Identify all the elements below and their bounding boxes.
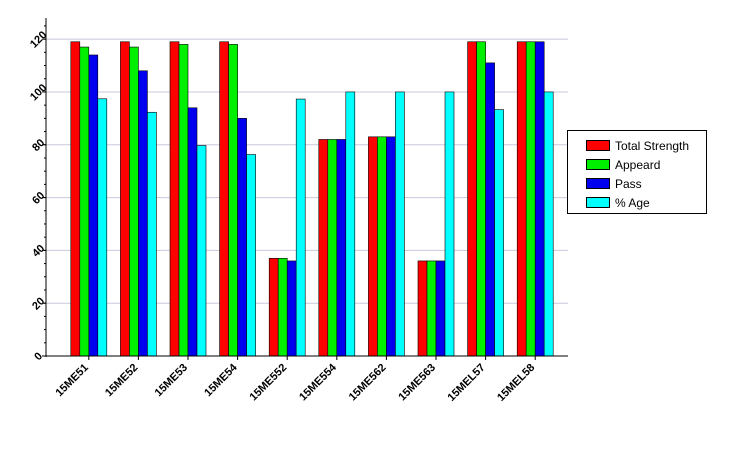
x-tick-label: 15ME563 — [396, 362, 438, 404]
x-tick-label: 15ME51 — [53, 362, 90, 399]
bar — [79, 46, 90, 357]
bar — [97, 98, 108, 357]
bar — [246, 154, 256, 357]
legend-swatch — [586, 197, 610, 208]
bar — [435, 260, 446, 357]
bar — [467, 41, 477, 357]
bar — [543, 91, 554, 357]
y-tick-label: 20 — [30, 295, 47, 312]
bar — [476, 41, 486, 357]
legend-item: Pass — [586, 174, 706, 193]
legend-item: Appeard — [586, 155, 706, 174]
bar — [120, 41, 130, 357]
legend-label: Pass — [615, 176, 642, 191]
legend-label: % Age — [615, 195, 650, 210]
bar — [295, 98, 306, 357]
bar — [138, 70, 148, 357]
x-tick-label: 15ME53 — [153, 362, 190, 399]
bar — [444, 91, 455, 357]
legend-swatch — [586, 159, 610, 170]
bar — [386, 136, 396, 357]
bar — [426, 260, 437, 357]
bar — [417, 260, 428, 357]
bar — [377, 136, 387, 357]
bar — [534, 41, 545, 357]
y-tick-label: 40 — [30, 243, 47, 260]
x-tick-label: 15ME562 — [347, 362, 389, 404]
legend: Total Strength Appeard Pass % Age — [567, 130, 707, 214]
bar — [494, 109, 504, 357]
legend-item: Total Strength — [586, 136, 706, 155]
x-tick-label: 15ME52 — [103, 362, 140, 399]
bar — [345, 91, 356, 357]
legend-label: Appeard — [615, 157, 661, 172]
bar — [196, 145, 207, 357]
bar — [525, 41, 536, 357]
x-tick-label: 15MEL57 — [446, 362, 488, 404]
bar — [147, 111, 157, 357]
bar — [228, 44, 238, 357]
legend-swatch — [586, 140, 610, 151]
y-tick-label: 0 — [32, 350, 45, 363]
bar — [187, 107, 198, 357]
x-tick-label: 15ME54 — [202, 361, 240, 399]
bar — [88, 54, 99, 357]
bar — [70, 41, 81, 357]
bar — [178, 44, 189, 357]
legend-label: Total Strength — [615, 138, 690, 153]
bar — [219, 41, 229, 357]
bar — [318, 139, 329, 357]
bars — [70, 41, 554, 357]
bar — [286, 260, 297, 357]
legend-swatch — [586, 178, 610, 189]
x-tick-label: 15ME552 — [248, 362, 290, 404]
bar — [327, 139, 338, 357]
bar — [237, 118, 247, 357]
bar — [395, 91, 405, 357]
x-axis-ticks: 15ME51 15ME52 15ME53 15ME54 15ME552 15ME554 15… — [53, 356, 537, 404]
bar — [277, 257, 288, 357]
bar — [368, 136, 378, 357]
bar — [169, 41, 180, 357]
bar — [516, 41, 527, 357]
y-tick-label: 80 — [30, 137, 47, 154]
x-tick-label: 15ME554 — [297, 361, 339, 403]
bar — [485, 62, 495, 357]
x-tick-label: 15MEL58 — [495, 362, 537, 404]
y-tick-label: 60 — [30, 190, 47, 207]
bar — [336, 139, 347, 357]
bar — [129, 46, 139, 357]
legend-item: % Age — [586, 193, 706, 212]
bar — [268, 257, 279, 357]
